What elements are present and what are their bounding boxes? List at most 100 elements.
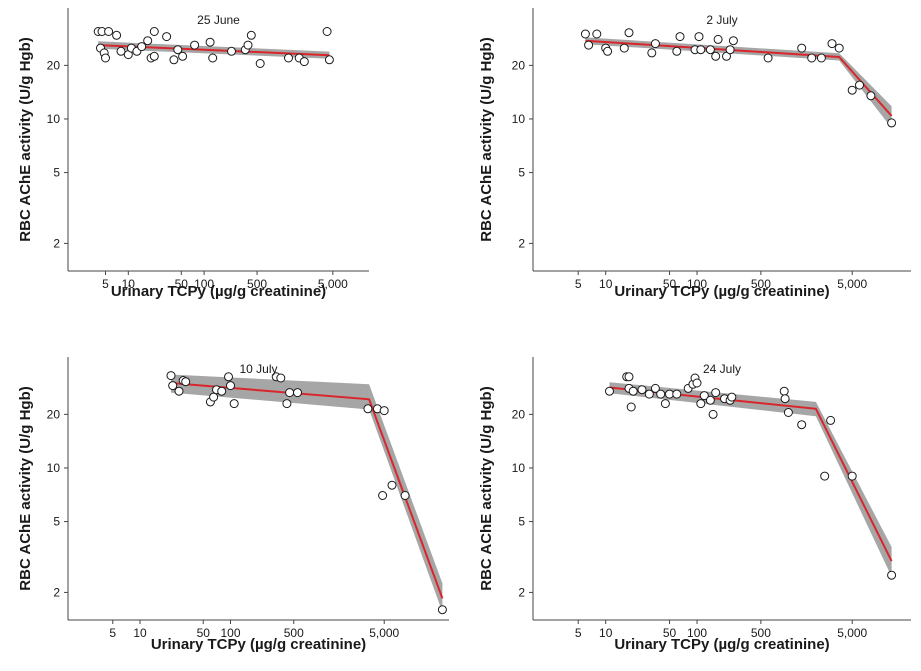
- data-point: [217, 386, 227, 396]
- data-point: [400, 491, 410, 500]
- data-point: [226, 381, 235, 391]
- y-tick-label: 20: [512, 407, 526, 421]
- data-point: [205, 37, 215, 47]
- x-tick-label: 5: [575, 277, 582, 291]
- data-point: [378, 491, 388, 500]
- x-tick-label: 5,000: [318, 277, 348, 291]
- data-point: [866, 91, 876, 101]
- x-tick-label: 5: [102, 277, 109, 291]
- data-point: [783, 408, 793, 417]
- x-tick-label: 5,000: [369, 626, 399, 640]
- x-tick-label: 10: [133, 626, 147, 640]
- data-point: [887, 570, 897, 580]
- panel-25-june: 5 10 50 100 500 5,000 2 5 10 20 25 June Urinary TCP…: [17, 8, 369, 300]
- x-tick-label: 50: [197, 626, 211, 640]
- data-point: [656, 389, 666, 399]
- data-point: [727, 392, 737, 402]
- data-point: [101, 53, 110, 63]
- data-point: [112, 30, 122, 40]
- panel-title: 24 July: [703, 362, 741, 376]
- x-tick-label: 5: [575, 626, 582, 640]
- y-tick-label: 2: [53, 585, 60, 599]
- data-point: [660, 399, 670, 409]
- panel-title: 10 July: [239, 362, 277, 376]
- x-tick-label: 5: [109, 626, 116, 640]
- data-point: [692, 378, 702, 388]
- data-point: [797, 43, 807, 53]
- data-point: [379, 406, 389, 416]
- fit-line: [170, 382, 444, 599]
- data-point: [696, 399, 706, 409]
- fit-line: [98, 44, 330, 57]
- data-point: [887, 118, 897, 128]
- y-axis-label: RBC AChE activity (U/g Hgb): [17, 386, 34, 590]
- data-point: [173, 45, 183, 55]
- data-point: [728, 36, 738, 46]
- data-point: [104, 27, 114, 36]
- data-point: [647, 48, 657, 58]
- data-point: [855, 80, 864, 90]
- data-point: [243, 40, 253, 50]
- data-point: [162, 32, 172, 42]
- data-point: [169, 55, 179, 65]
- data-point: [626, 402, 636, 412]
- data-point: [580, 29, 590, 39]
- data-point: [149, 51, 159, 61]
- panel-2-july: 5 10 50 100 500 5,000 2 5 10 20 2 July Urinary TCPy…: [478, 8, 911, 300]
- data-point: [299, 57, 309, 67]
- data-point: [650, 39, 660, 49]
- data-point: [705, 395, 715, 405]
- x-tick-label: 100: [687, 277, 707, 291]
- data-point: [363, 404, 373, 414]
- data-point: [696, 45, 706, 55]
- data-point: [847, 471, 857, 481]
- panel-24-july: 5 10 50 100 500 5,000 2 5 10 20 24 July Urinary TCP…: [478, 357, 911, 653]
- y-tick-label: 10: [512, 112, 526, 126]
- data-point: [437, 605, 447, 615]
- data-point: [190, 40, 200, 50]
- data-point: [293, 388, 302, 398]
- data-point: [711, 51, 721, 61]
- data-point: [675, 32, 685, 42]
- x-tick-label: 100: [194, 277, 214, 291]
- data-point: [209, 392, 219, 402]
- y-axis-label: RBC AChE activity (U/g Hgb): [478, 37, 495, 241]
- y-axis-label: RBC AChE activity (U/g Hgb): [17, 37, 34, 241]
- x-tick-label: 100: [687, 626, 707, 640]
- data-point: [725, 45, 735, 55]
- data-point: [637, 385, 647, 395]
- data-point: [116, 46, 126, 56]
- data-point: [137, 42, 147, 52]
- x-axis-label: Urinary TCPy (µg/g creatinine): [151, 636, 366, 653]
- data-point: [820, 471, 830, 481]
- x-axis-label: Urinary TCPy (µg/g creatinine): [111, 283, 326, 300]
- x-tick-label: 5,000: [837, 277, 867, 291]
- x-axis-label: Urinary TCPy (µg/g creatinine): [614, 636, 829, 653]
- y-tick-label: 10: [512, 461, 526, 475]
- y-tick-label: 5: [53, 166, 60, 180]
- data-point: [628, 386, 638, 396]
- data-point: [282, 399, 292, 409]
- y-tick-label: 10: [47, 112, 61, 126]
- data-point: [584, 40, 594, 50]
- data-point: [168, 381, 178, 391]
- x-tick-label: 50: [663, 626, 677, 640]
- data-point: [797, 420, 807, 430]
- data-point: [763, 53, 773, 63]
- data-point: [149, 27, 159, 36]
- data-point: [807, 53, 817, 63]
- data-point: [826, 415, 836, 425]
- data-point: [699, 391, 709, 401]
- data-point: [592, 29, 602, 39]
- x-tick-label: 500: [247, 277, 267, 291]
- x-tick-label: 5,000: [837, 626, 867, 640]
- y-tick-label: 20: [512, 58, 526, 72]
- y-tick-label: 10: [47, 461, 61, 475]
- data-point: [827, 39, 837, 49]
- x-tick-label: 50: [663, 277, 677, 291]
- data-point: [619, 43, 629, 53]
- y-axis-label: RBC AChE activity (U/g Hgb): [478, 386, 495, 590]
- data-point: [644, 389, 654, 399]
- data-point: [284, 53, 293, 63]
